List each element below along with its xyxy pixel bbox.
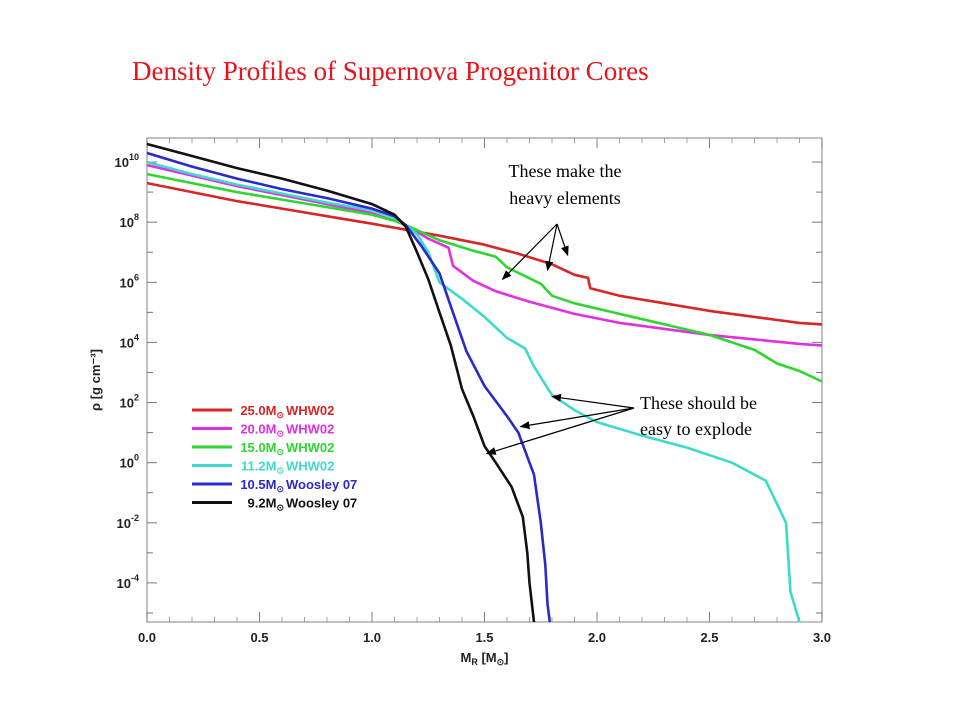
- legend-source: Woosley 07: [286, 477, 357, 492]
- y-tick-base: 10: [120, 335, 134, 350]
- annotation-arrow: [501, 223, 558, 281]
- legend-mass-value: 11.2M: [241, 459, 276, 474]
- annotation-arrow: [551, 393, 635, 409]
- legend-mass: 15.0M⊙: [240, 440, 284, 457]
- x-tick-label: 0.5: [250, 630, 268, 645]
- legend-source: WHW02: [286, 422, 334, 437]
- y-tick-label: 102: [120, 393, 139, 411]
- legend-mass: 9.2M⊙: [248, 496, 284, 513]
- legend-mass-value: 20.0M: [240, 422, 276, 437]
- y-tick-base: 10: [117, 576, 131, 591]
- legend-sun-symbol: ⊙: [276, 429, 284, 439]
- series-line-3: [147, 160, 801, 622]
- annotation-text: easy to explode: [640, 419, 752, 439]
- x-tick-label: 1.5: [475, 630, 493, 645]
- legend-source: WHW02: [286, 440, 334, 455]
- x-tick-label: 2.5: [700, 630, 718, 645]
- legend-sun-symbol: ⊙: [276, 503, 284, 513]
- y-tick-label: 1010: [115, 152, 139, 170]
- y-tick-base: 10: [115, 155, 129, 170]
- slide-title: Density Profiles of Supernova Progenitor…: [132, 56, 649, 86]
- y-tick-exponent: 10: [129, 152, 139, 162]
- legend-mass: 11.2M⊙: [241, 459, 284, 476]
- legend-mass-value: 15.0M: [240, 440, 276, 455]
- series-line-4: [147, 151, 552, 622]
- legend-mass: 25.0M⊙: [240, 403, 284, 420]
- y-tick-exponent: 6: [134, 272, 139, 282]
- annotation-text: heavy elements: [509, 188, 620, 208]
- x-tick-label: 3.0: [813, 630, 831, 645]
- x-tick-label: 0.0: [138, 630, 156, 645]
- legend-sun-symbol: ⊙: [276, 447, 284, 457]
- y-tick-label: 104: [120, 332, 139, 350]
- annotation-arrow: [519, 407, 635, 430]
- y-tick-exponent: 8: [134, 212, 139, 222]
- y-tick-exponent: 2: [134, 393, 139, 403]
- y-tick-base: 10: [120, 215, 134, 230]
- x-tick-label: 2.0: [588, 630, 606, 645]
- density-curves: [147, 142, 822, 622]
- tick-marks: [146, 138, 823, 622]
- annotations: These make the heavy elements These should…: [485, 161, 757, 455]
- legend-source: Woosley 07: [286, 496, 357, 511]
- y-tick-label: 10-4: [117, 573, 139, 591]
- y-tick-exponent: 4: [134, 332, 139, 342]
- legend-mass: 10.5M⊙: [240, 477, 284, 494]
- y-tick-base: 10: [120, 275, 134, 290]
- legend-source: WHW02: [286, 459, 334, 474]
- y-tick-exponent: 0: [134, 453, 139, 463]
- x-axis-label-unit-close: ]: [504, 650, 508, 665]
- x-tick-labels: 0.0 0.5 1.0 1.5 2.0 2.5 3.0: [138, 630, 831, 645]
- x-tick-label: 1.0: [363, 630, 381, 645]
- annotation-arrow: [485, 407, 635, 455]
- series-line-2: [147, 172, 822, 383]
- annotation-text: These should be: [640, 393, 757, 413]
- annotation-text: These make the: [509, 161, 622, 181]
- x-axis-label: MR [M⊙]: [460, 650, 508, 667]
- y-tick-base: 10: [120, 456, 134, 471]
- y-tick-label: 106: [120, 272, 139, 290]
- y-tick-label: 108: [120, 212, 139, 230]
- x-axis-label-unit-open: [M: [478, 650, 497, 665]
- legend-sun-symbol: ⊙: [276, 466, 284, 476]
- y-tick-exponent: -2: [131, 513, 139, 523]
- series-line-5: [147, 142, 536, 622]
- legend-sun-symbol: ⊙: [276, 410, 284, 420]
- legend-mass-value: 9.2M: [248, 496, 277, 511]
- y-tick-base: 10: [117, 516, 131, 531]
- y-axis-label: ρ [g cm⁻³]: [88, 349, 103, 411]
- legend-sun-symbol: ⊙: [276, 484, 284, 494]
- y-tick-exponent: -4: [131, 573, 139, 583]
- legend-mass-value: 10.5M: [240, 477, 276, 492]
- y-tick-label: 10-2: [117, 513, 139, 531]
- annotation-arrow: [556, 223, 569, 257]
- y-tick-base: 10: [120, 396, 134, 411]
- plot-frame: [146, 137, 823, 623]
- x-axis-label-main: M: [460, 650, 471, 665]
- y-tick-label: 100: [120, 453, 139, 471]
- legend-mass: 20.0M⊙: [240, 422, 284, 439]
- x-axis-label-sun: ⊙: [497, 657, 505, 667]
- legend-mass-value: 25.0M: [240, 403, 276, 418]
- x-axis-label-sub: R: [471, 657, 478, 667]
- legend-source: WHW02: [286, 403, 334, 418]
- series-line-1: [147, 163, 822, 347]
- series-line-0: [147, 181, 822, 326]
- annotation-arrow: [545, 223, 558, 272]
